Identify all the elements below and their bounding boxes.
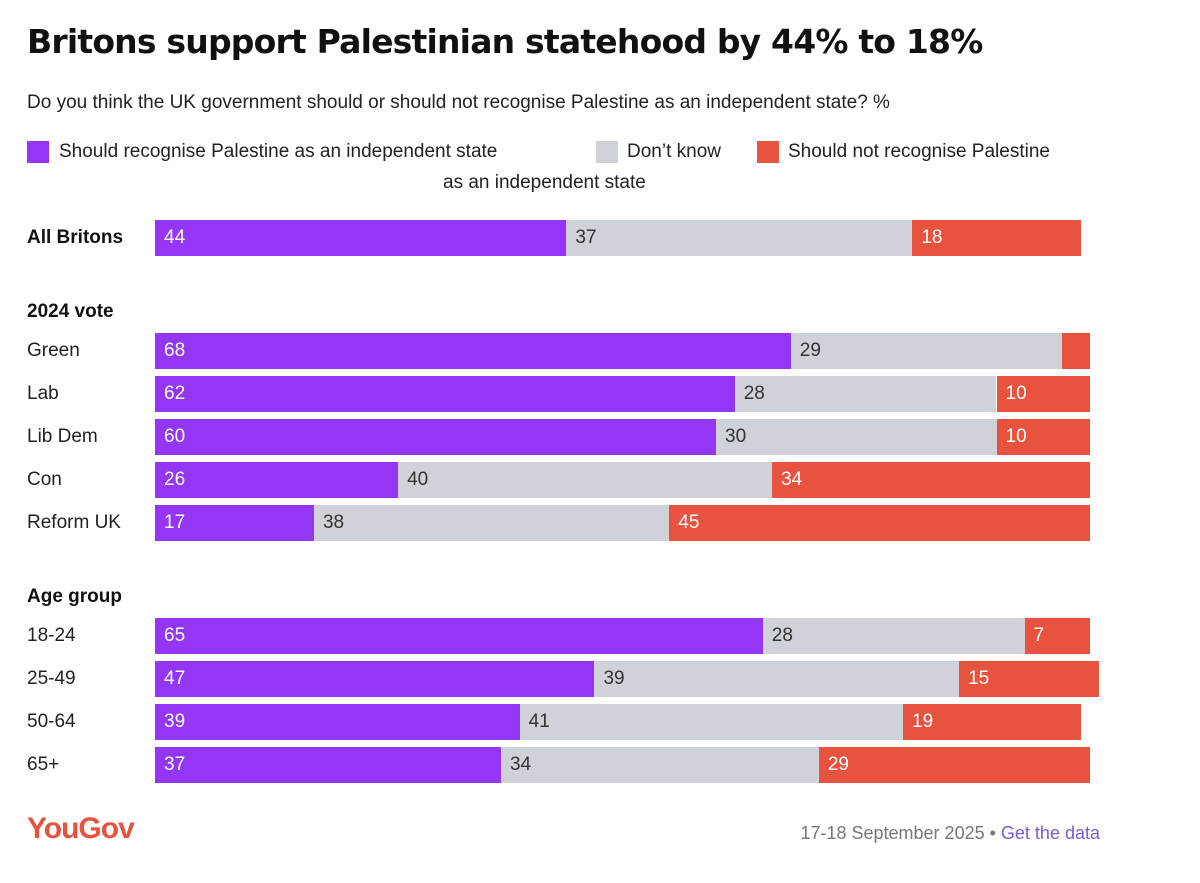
data-label-recognise: 39: [164, 711, 186, 732]
data-label-not-recognise: 10: [1005, 383, 1027, 404]
data-label-not-recognise: 10: [1005, 426, 1027, 447]
row-label: Lib Dem: [27, 426, 98, 447]
bar-dont-know: [790, 333, 1062, 369]
legend-swatch-not-recognise: [757, 141, 779, 163]
data-label-not-recognise: 15: [968, 668, 990, 689]
bar-not-recognise: [1024, 618, 1090, 654]
row-label: 18-24: [27, 625, 76, 646]
data-label-recognise: 17: [164, 512, 186, 533]
row-label: 65+: [27, 754, 60, 775]
row-label: All Britons: [27, 227, 124, 248]
data-label-not-recognise: 45: [678, 512, 700, 533]
data-label-recognise: 60: [164, 426, 186, 447]
bar-dont-know: [762, 618, 1025, 654]
legend-label-recognise: Should recognise Palestine as an indepen…: [59, 141, 498, 162]
bar-recognise: [155, 376, 735, 412]
data-label-dont-know: 28: [771, 625, 793, 646]
row-label: Con: [27, 469, 62, 490]
row-label: Reform UK: [27, 512, 121, 533]
data-label-not-recognise: 18: [921, 227, 943, 248]
bar-not-recognise: [1061, 333, 1090, 369]
data-label-dont-know: 39: [603, 668, 625, 689]
data-label-recognise: 26: [164, 469, 186, 490]
bar-recognise: [155, 661, 595, 697]
footer-separator: •: [984, 823, 1001, 843]
bar-recognise: [155, 618, 763, 654]
chart-subtitle: Do you think the UK government should or…: [27, 92, 890, 113]
data-label-dont-know: 41: [528, 711, 550, 732]
bar-recognise: [155, 704, 520, 740]
bar-recognise: [155, 419, 716, 455]
bar-recognise: [155, 220, 567, 256]
bar-dont-know: [519, 704, 903, 740]
footer-source: 17-18 September 2025 • Get the data: [800, 823, 1100, 844]
bar-dont-know: [313, 505, 670, 541]
legend-label-not-recognise: Should not recognise Palestine: [788, 141, 1050, 162]
bar-not-recognise: [669, 505, 1090, 541]
legend-label-dont-know: Don’t know: [627, 141, 721, 162]
group-label: 2024 vote: [27, 301, 114, 322]
data-label-not-recognise: 7: [1033, 625, 1045, 646]
data-label-not-recognise: 29: [827, 754, 849, 775]
legend-swatch-dont-know: [596, 141, 618, 163]
data-label-recognise: 44: [164, 227, 186, 248]
footer-date: 17-18 September 2025: [800, 823, 985, 843]
data-label-recognise: 68: [164, 340, 186, 361]
bar-not-recognise: [912, 220, 1081, 256]
bar-recognise: [155, 747, 501, 783]
bar-not-recognise: [818, 747, 1090, 783]
data-label-dont-know: 29: [799, 340, 821, 361]
yougov-logo: YouGov: [27, 812, 135, 845]
legend-label-not-recognise-cont: as an independent state: [443, 172, 646, 193]
bar-not-recognise: [903, 704, 1081, 740]
data-label-recognise: 62: [164, 383, 186, 404]
bar-recognise: [155, 462, 399, 498]
get-the-data-link[interactable]: Get the data: [1000, 823, 1100, 843]
row-label: Green: [27, 340, 80, 361]
bar-recognise: [155, 505, 314, 541]
row-label: 50-64: [27, 711, 76, 732]
bar-not-recognise: [959, 661, 1100, 697]
bar-not-recognise: [772, 462, 1090, 498]
bar-dont-know: [716, 419, 997, 455]
data-label-recognise: 37: [164, 754, 186, 775]
chart-title: Britons support Palestinian statehood by…: [27, 22, 983, 61]
data-label-not-recognise: 34: [781, 469, 803, 490]
data-label-dont-know: 40: [407, 469, 429, 490]
bar-recognise: [155, 333, 791, 369]
row-label: 25-49: [27, 668, 76, 689]
bar-not-recognise: [996, 419, 1090, 455]
data-label-recognise: 47: [164, 668, 186, 689]
bar-not-recognise: [996, 376, 1090, 412]
data-label-dont-know: 30: [725, 426, 747, 447]
data-label-dont-know: 38: [322, 512, 345, 533]
bar-dont-know: [566, 220, 913, 256]
data-label-recognise: 65: [164, 625, 186, 646]
legend-swatch-recognise: [27, 141, 49, 163]
bar-dont-know: [500, 747, 819, 783]
data-label-dont-know: 37: [575, 227, 597, 248]
bar-dont-know: [734, 376, 997, 412]
data-label-dont-know: 28: [743, 383, 765, 404]
bar-dont-know: [594, 661, 960, 697]
row-label: Lab: [27, 383, 59, 404]
data-label-not-recognise: 19: [912, 711, 934, 732]
data-label-dont-know: 34: [509, 754, 532, 775]
group-label: Age group: [27, 586, 122, 607]
bar-dont-know: [398, 462, 773, 498]
